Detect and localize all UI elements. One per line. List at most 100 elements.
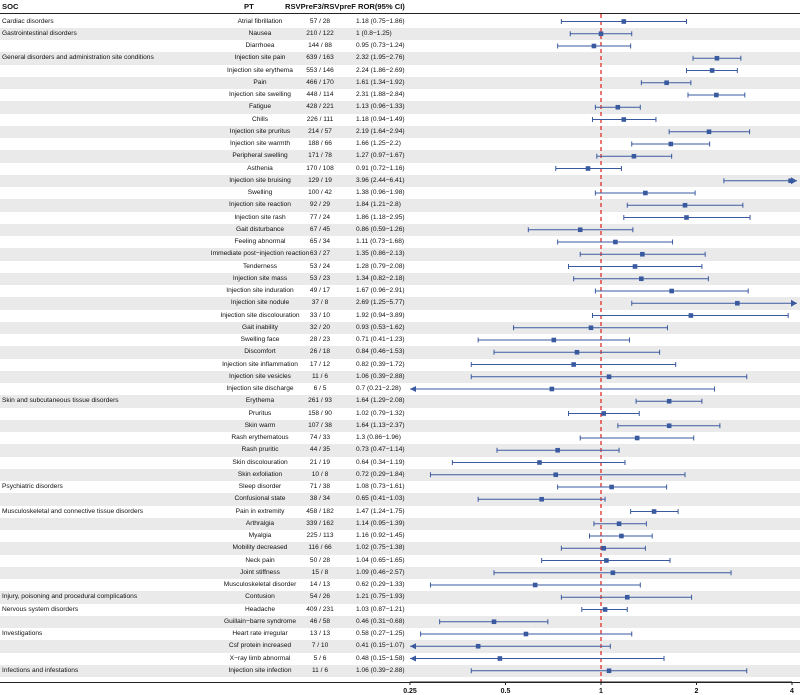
pt-label: Injection site infection [228, 666, 292, 674]
row-stripe [0, 591, 800, 604]
pt-label: Gait disturbance [235, 225, 284, 233]
row-stripe [0, 248, 800, 261]
point-estimate [601, 411, 607, 416]
point-estimate [684, 215, 689, 220]
pt-label: Injection site pruritus [229, 127, 291, 135]
ror-label: 1.06 (0.39−2.88) [356, 666, 405, 674]
header-counts: RSVPreF3/RSVpreF [285, 2, 356, 11]
point-estimate [639, 276, 644, 282]
row-stripe [0, 640, 800, 653]
counts-label: 458 / 182 [306, 507, 334, 515]
ror-label: 1.13 (0.96−1.33) [356, 103, 405, 111]
point-estimate [666, 398, 672, 404]
pt-label: Injection site swelling [229, 91, 291, 98]
counts-label: 144 / 88 [308, 42, 332, 49]
counts-label: 13 / 13 [309, 630, 331, 637]
point-estimate [664, 80, 669, 86]
ror-label: 0.82 (0.39−1.72) [356, 360, 405, 368]
counts-label: 92 / 29 [309, 201, 331, 209]
counts-label: 50 / 28 [309, 556, 331, 564]
pt-label: Diarrhoea [245, 42, 275, 49]
pt-label: Contusion [245, 593, 275, 601]
ror-label: 1.09 (0.46−2.57) [356, 568, 405, 576]
point-estimate [551, 337, 557, 343]
pt-label: Skin exfoliation [237, 470, 283, 478]
point-estimate [632, 264, 638, 269]
header-pt: PT [244, 2, 254, 11]
ror-label: 1.08 (0.73−1.61) [356, 483, 405, 490]
point-estimate [714, 92, 719, 98]
counts-label: 225 / 113 [306, 532, 334, 539]
ror-label: 1 (0.8−1.25) [356, 29, 392, 37]
pt-label: Confusional state [234, 495, 286, 503]
ror-label: 0.64 (0.34−1.19) [356, 458, 405, 466]
point-estimate [666, 423, 672, 429]
pt-label: Fatigue [249, 103, 271, 111]
pt-label: Swelling face [240, 336, 280, 343]
ror-label: 2.69 (1.25−5.77) [356, 299, 405, 307]
counts-label: 214 / 57 [308, 127, 332, 135]
counts-label: 37 / 8 [311, 299, 329, 307]
counts-label: 10 / 8 [311, 470, 329, 478]
pt-label: Injection site induration [226, 287, 294, 294]
pt-label: Headache [244, 605, 276, 613]
pt-label: Pain in extremity [235, 507, 285, 515]
counts-label: 639 / 163 [306, 54, 334, 62]
point-estimate [615, 104, 621, 110]
ror-label: 0.95 (0.73−1.24) [356, 42, 405, 49]
point-estimate [610, 570, 616, 576]
ror-label: 0.7 (0.21−2.28) [356, 385, 401, 392]
ror-label: 0.72 (0.29−1.84) [356, 470, 405, 478]
pt-label: Erythema [245, 397, 275, 405]
pt-label: Arthralgia [245, 519, 275, 527]
row-stripe [0, 76, 800, 90]
counts-label: 5 / 6 [313, 654, 327, 662]
point-estimate [788, 178, 793, 184]
point-estimate [475, 643, 481, 649]
pt-label: Skin discolouration [232, 458, 288, 466]
counts-label: 65 / 34 [309, 238, 331, 245]
ror-label: 1.67 (0.96−2.91) [356, 287, 405, 294]
ror-label: 1.47 (1.24−1.75) [356, 507, 405, 515]
point-estimate [643, 190, 648, 196]
x-tick-label: 2 [695, 688, 699, 695]
counts-label: 129 / 19 [308, 176, 332, 184]
header-rule-top [0, 13, 800, 14]
soc-label: Skin and subcutaneous tissue disorders [2, 397, 119, 405]
point-estimate [601, 545, 607, 551]
pt-label: Musculoskeletal disorder [223, 581, 297, 588]
x-tick-label: 1 [599, 688, 603, 695]
soc-label: Infections and infestations [2, 666, 79, 674]
counts-label: 11 / 6 [311, 372, 328, 380]
point-estimate [688, 313, 694, 318]
row-stripe [0, 125, 800, 139]
pt-label: Injection site warmth [229, 140, 291, 147]
counts-label: 53 / 24 [309, 262, 331, 270]
point-estimate [631, 153, 637, 159]
pt-label: Injection site vesicles [229, 372, 291, 380]
ror-label: 0.84 (0.46−1.53) [356, 348, 405, 356]
counts-label: 32 / 20 [309, 323, 331, 331]
pt-label: Myalgia [248, 532, 272, 539]
pt-label: Neck pain [245, 556, 275, 564]
point-estimate [598, 31, 604, 37]
pt-label: Injection site inflammation [222, 360, 298, 368]
counts-label: 14 / 13 [309, 581, 331, 588]
counts-label: 339 / 162 [306, 519, 334, 527]
point-estimate [577, 227, 583, 233]
ror-label: 0.65 (0.41−1.03) [356, 495, 405, 503]
point-estimate [574, 349, 580, 355]
point-estimate [682, 202, 688, 208]
pt-label: Rash erythematous [231, 434, 289, 441]
counts-label: 116 / 66 [308, 544, 332, 552]
counts-label: 33 / 10 [309, 311, 331, 319]
row-stripe [0, 27, 800, 41]
row-stripe [0, 395, 800, 408]
point-estimate [537, 460, 542, 465]
soc-label: Injury, poisoning and procedural complic… [2, 593, 138, 601]
row-stripe [0, 52, 800, 65]
soc-label: General disorders and administration sit… [2, 54, 154, 62]
point-estimate [491, 619, 497, 625]
pt-label: Injection site reaction [229, 201, 291, 209]
row-stripe [0, 493, 800, 506]
